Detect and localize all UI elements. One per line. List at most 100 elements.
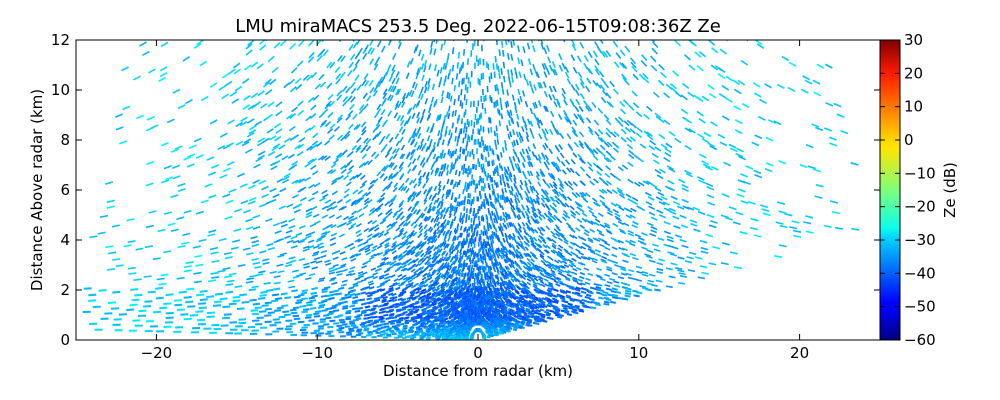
reflectivity-gate xyxy=(499,249,503,255)
reflectivity-gate xyxy=(466,151,469,157)
reflectivity-gate xyxy=(414,286,420,291)
reflectivity-gate xyxy=(307,40,315,47)
reflectivity-gate xyxy=(345,295,352,299)
reflectivity-gate xyxy=(498,49,501,56)
reflectivity-gate xyxy=(214,292,224,296)
reflectivity-gate xyxy=(319,81,327,88)
reflectivity-gate xyxy=(361,180,368,186)
reflectivity-gate xyxy=(372,315,378,319)
reflectivity-gate xyxy=(341,149,348,155)
reflectivity-gate xyxy=(550,230,556,236)
reflectivity-gate xyxy=(579,117,585,124)
reflectivity-gate xyxy=(529,197,534,203)
reflectivity-gate xyxy=(432,141,437,148)
reflectivity-gate xyxy=(551,68,556,76)
reflectivity-gate xyxy=(539,254,545,260)
reflectivity-gate xyxy=(620,128,627,135)
reflectivity-gate xyxy=(491,234,495,240)
reflectivity-gate xyxy=(128,272,137,275)
reflectivity-gate xyxy=(514,254,519,259)
reflectivity-gate xyxy=(558,144,563,150)
reflectivity-gate xyxy=(550,196,556,203)
reflectivity-gate xyxy=(493,280,497,285)
reflectivity-gate xyxy=(541,63,546,70)
reflectivity-gate xyxy=(104,181,114,185)
reflectivity-gate xyxy=(335,303,342,307)
reflectivity-gate xyxy=(123,244,132,248)
reflectivity-gate xyxy=(490,248,493,253)
reflectivity-gate xyxy=(317,155,325,161)
reflectivity-gate xyxy=(554,128,559,135)
reflectivity-gate xyxy=(228,68,236,75)
reflectivity-gate xyxy=(423,229,429,234)
reflectivity-gate xyxy=(446,206,450,212)
reflectivity-gate xyxy=(504,234,508,240)
reflectivity-gate xyxy=(313,256,321,261)
reflectivity-gate xyxy=(466,140,469,147)
reflectivity-gate xyxy=(138,309,147,313)
reflectivity-gate xyxy=(155,296,164,300)
reflectivity-gate xyxy=(337,114,344,121)
reflectivity-gate xyxy=(348,242,354,247)
reflectivity-gate xyxy=(440,286,446,291)
reflectivity-gate xyxy=(305,207,313,213)
reflectivity-gate xyxy=(163,165,172,170)
reflectivity-gate xyxy=(273,287,281,291)
reflectivity-gate xyxy=(395,215,401,221)
reflectivity-gate xyxy=(433,199,438,205)
reflectivity-gate xyxy=(442,309,447,313)
reflectivity-gate xyxy=(319,303,326,307)
reflectivity-gate xyxy=(490,127,493,133)
reflectivity-gate xyxy=(302,248,310,252)
reflectivity-gate xyxy=(546,68,551,75)
reflectivity-gate xyxy=(382,143,388,150)
reflectivity-gate xyxy=(542,129,547,136)
reflectivity-gate xyxy=(444,243,449,249)
reflectivity-gate xyxy=(387,146,393,153)
reflectivity-gate xyxy=(489,265,493,271)
reflectivity-gate xyxy=(521,126,525,133)
reflectivity-gate xyxy=(544,197,550,203)
reflectivity-gate xyxy=(511,165,515,172)
reflectivity-gate xyxy=(537,100,542,107)
reflectivity-gate xyxy=(105,245,114,249)
reflectivity-gate xyxy=(342,215,350,221)
reflectivity-gate xyxy=(392,256,399,261)
reflectivity-gate xyxy=(390,274,396,278)
reflectivity-gate xyxy=(355,223,362,228)
reflectivity-gate xyxy=(505,257,510,263)
reflectivity-gate xyxy=(414,300,420,304)
reflectivity-gate xyxy=(357,47,363,55)
reflectivity-gate xyxy=(407,194,412,200)
reflectivity-gate xyxy=(512,232,516,238)
reflectivity-gate xyxy=(382,88,388,95)
reflectivity-gate xyxy=(178,27,185,32)
reflectivity-gate xyxy=(397,297,403,302)
reflectivity-gate xyxy=(500,247,504,253)
reflectivity-gate xyxy=(546,44,550,52)
reflectivity-gate xyxy=(308,273,316,277)
reflectivity-gate xyxy=(438,113,442,121)
reflectivity-gate xyxy=(291,179,299,185)
reflectivity-gate xyxy=(294,178,302,184)
reflectivity-gate xyxy=(578,140,584,147)
reflectivity-gate xyxy=(326,128,334,134)
reflectivity-gate xyxy=(432,279,438,284)
reflectivity-gate xyxy=(484,266,487,271)
reflectivity-gate xyxy=(146,160,155,166)
reflectivity-gate xyxy=(224,275,233,279)
reflectivity-gate xyxy=(359,104,365,111)
reflectivity-gate xyxy=(409,304,415,309)
reflectivity-gate xyxy=(262,137,271,143)
reflectivity-gate xyxy=(383,322,390,326)
reflectivity-gate xyxy=(233,68,241,75)
reflectivity-gate xyxy=(144,245,154,249)
reflectivity-gate xyxy=(412,178,417,184)
reflectivity-gate xyxy=(412,204,417,210)
reflectivity-gate xyxy=(437,233,441,239)
reflectivity-gate xyxy=(438,311,444,316)
reflectivity-gate xyxy=(453,84,456,92)
reflectivity-gate xyxy=(510,54,514,61)
reflectivity-gate xyxy=(494,207,498,213)
reflectivity-gate xyxy=(199,289,208,293)
